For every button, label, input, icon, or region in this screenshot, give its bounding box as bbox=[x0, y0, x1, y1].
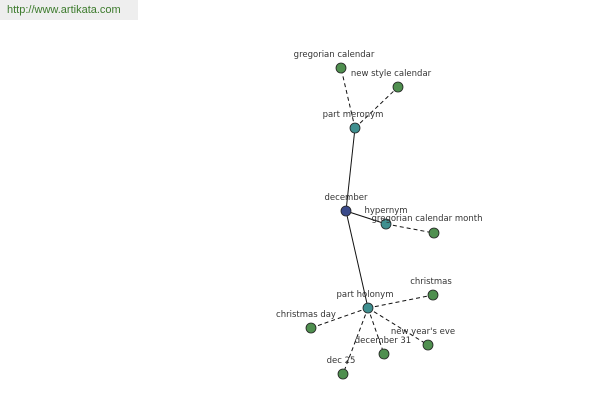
relation-edge bbox=[367, 307, 429, 346]
node-label: dec 25 bbox=[327, 356, 356, 366]
node-label: part meronym bbox=[323, 110, 384, 120]
node-label: gregorian calendar bbox=[294, 50, 375, 60]
relation-edge bbox=[340, 67, 356, 129]
node-label: december 31 bbox=[355, 336, 411, 346]
node bbox=[392, 81, 404, 93]
node-label: new year's eve bbox=[391, 327, 455, 337]
node-label: gregorian calendar month bbox=[372, 214, 483, 224]
node-label: christmas bbox=[410, 277, 452, 287]
sense-edge bbox=[345, 127, 356, 212]
node bbox=[337, 368, 349, 380]
node bbox=[428, 227, 440, 239]
node bbox=[305, 322, 317, 334]
relation-edge bbox=[342, 307, 369, 375]
node bbox=[378, 348, 390, 360]
node bbox=[427, 289, 439, 301]
sense-edge bbox=[345, 210, 369, 309]
sense-edge bbox=[345, 210, 387, 225]
site-url[interactable]: http://www.artikata.com bbox=[7, 4, 121, 16]
node-label: part holonym bbox=[337, 290, 394, 300]
relation-edge bbox=[385, 223, 435, 234]
relation-edge bbox=[367, 307, 385, 355]
relation-edge bbox=[354, 86, 399, 129]
node-label: december bbox=[325, 193, 368, 203]
node bbox=[340, 205, 352, 217]
node bbox=[422, 339, 434, 351]
node-label: christmas day bbox=[276, 310, 336, 320]
node bbox=[380, 218, 392, 230]
node bbox=[349, 122, 361, 134]
node-label: hypernym bbox=[364, 206, 407, 216]
node bbox=[362, 302, 374, 314]
node-label: new style calendar bbox=[351, 69, 432, 79]
relation-edge bbox=[310, 307, 369, 329]
node bbox=[335, 62, 347, 74]
header: http://www.artikata.com bbox=[0, 0, 138, 20]
